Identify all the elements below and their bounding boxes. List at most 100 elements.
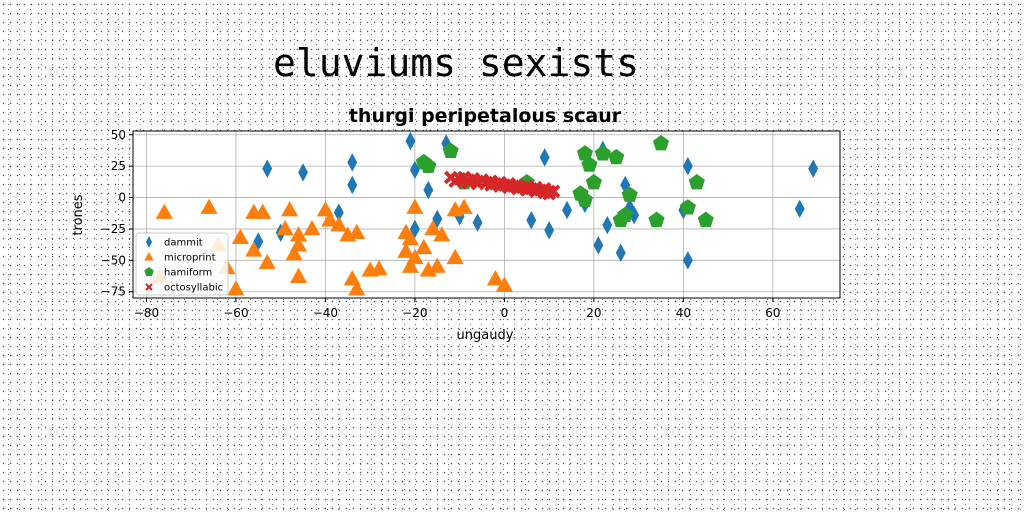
point-microprint: [290, 267, 308, 283]
x-tick-label: 60: [765, 306, 780, 320]
legend: dammit microprint hamiform octosyllabic: [135, 232, 229, 296]
legend-label: octosyllabic: [164, 283, 223, 294]
legend-marker-hamiform: [144, 267, 154, 277]
y-tick-label: −25: [101, 222, 126, 236]
x-tick-label: 20: [586, 306, 601, 320]
point-hamiform: [617, 206, 634, 223]
x-tick-label: −80: [134, 306, 159, 320]
point-dammit: [682, 251, 693, 270]
point-microprint: [303, 219, 321, 236]
legend-box: [135, 232, 229, 296]
point-dammit: [794, 199, 805, 219]
point-microprint: [348, 280, 366, 296]
point-octosyllabic: [546, 184, 561, 199]
point-dammit: [539, 148, 550, 167]
y-tick-label: 0: [118, 191, 126, 205]
point-dammit: [423, 180, 434, 200]
point-dammit: [333, 203, 344, 222]
figure-suptitle: eluviums sexists: [273, 41, 639, 85]
point-hamiform: [688, 173, 705, 190]
point-dammit: [602, 215, 613, 235]
point-dammit: [526, 210, 537, 230]
point-microprint: [415, 238, 433, 255]
point-hamiform: [621, 186, 638, 202]
point-dammit: [409, 219, 420, 239]
point-microprint: [290, 236, 308, 252]
x-axis-label: ungaudy: [457, 328, 514, 343]
legend-marker-octosyllabic: [145, 283, 153, 291]
point-microprint: [428, 257, 446, 273]
point-dammit: [298, 163, 308, 182]
point-microprint: [446, 248, 464, 265]
point-dammit: [347, 175, 358, 195]
point-dammit: [682, 156, 693, 176]
point-microprint: [348, 223, 366, 240]
y-axis-ticks: −75 −50 −25 0 25 50: [101, 128, 133, 299]
point-dammit: [562, 200, 573, 220]
point-microprint: [433, 226, 451, 242]
point-microprint: [321, 211, 339, 227]
point-dammit: [629, 205, 640, 225]
point-microprint: [424, 219, 442, 236]
legend-label: dammit: [164, 238, 203, 249]
y-tick-label: 25: [111, 159, 126, 173]
point-dammit: [262, 159, 273, 178]
point-microprint: [276, 219, 294, 236]
plot-title: thurgi peripetalous scaur: [349, 105, 622, 127]
plot-area: [133, 131, 840, 298]
point-microprint: [406, 198, 424, 214]
legend-marker-microprint: [144, 252, 154, 261]
point-dammit: [405, 131, 416, 151]
point-microprint: [397, 242, 415, 258]
point-microprint: [227, 280, 245, 296]
point-microprint: [281, 201, 299, 217]
point-hamiform: [608, 148, 625, 165]
point-microprint: [486, 270, 504, 286]
point-microprint: [406, 248, 424, 265]
point-hamiform: [576, 145, 594, 161]
legend-label: microprint: [164, 253, 216, 264]
point-microprint: [254, 203, 272, 219]
point-dammit: [432, 209, 443, 229]
point-microprint: [245, 241, 263, 257]
plot-frame: [132, 130, 841, 299]
point-microprint: [200, 198, 218, 214]
x-tick-label: −60: [223, 306, 248, 320]
point-dammit: [409, 160, 420, 180]
legend-label: hamiform: [164, 268, 212, 279]
point-dammit: [624, 198, 635, 217]
point-dammit: [472, 213, 483, 232]
x-axis-ticks: −80 −60 −40 −20 0 20 40 60: [134, 298, 781, 320]
point-hamiform: [442, 142, 459, 158]
point-microprint: [370, 260, 388, 276]
point-hamiform: [576, 191, 594, 207]
data-points: [151, 131, 819, 296]
point-hamiform: [697, 211, 714, 228]
point-hamiform: [420, 157, 437, 174]
x-tick-label: 40: [676, 306, 691, 320]
point-dammit: [808, 159, 819, 178]
y-tick-label: −50: [101, 253, 126, 267]
point-dammit: [593, 236, 604, 255]
x-tick-label: −40: [313, 306, 338, 320]
point-hamiform: [679, 199, 696, 215]
point-microprint: [231, 228, 249, 245]
point-hamiform: [585, 173, 602, 190]
point-microprint: [258, 253, 276, 270]
point-hamiform: [594, 145, 611, 161]
point-hamiform: [648, 211, 665, 228]
y-tick-label: 50: [111, 128, 126, 142]
point-hamiform: [652, 135, 670, 151]
point-microprint: [155, 203, 173, 219]
y-axis-label: trones: [71, 194, 86, 235]
point-dammit: [615, 243, 626, 262]
x-tick-label: −20: [402, 306, 427, 320]
point-microprint: [401, 229, 419, 246]
point-microprint: [290, 226, 308, 242]
point-microprint: [495, 276, 513, 292]
point-microprint: [330, 216, 348, 232]
x-tick-label: 0: [501, 306, 509, 320]
point-hamiform: [581, 156, 598, 172]
point-microprint: [401, 257, 419, 273]
